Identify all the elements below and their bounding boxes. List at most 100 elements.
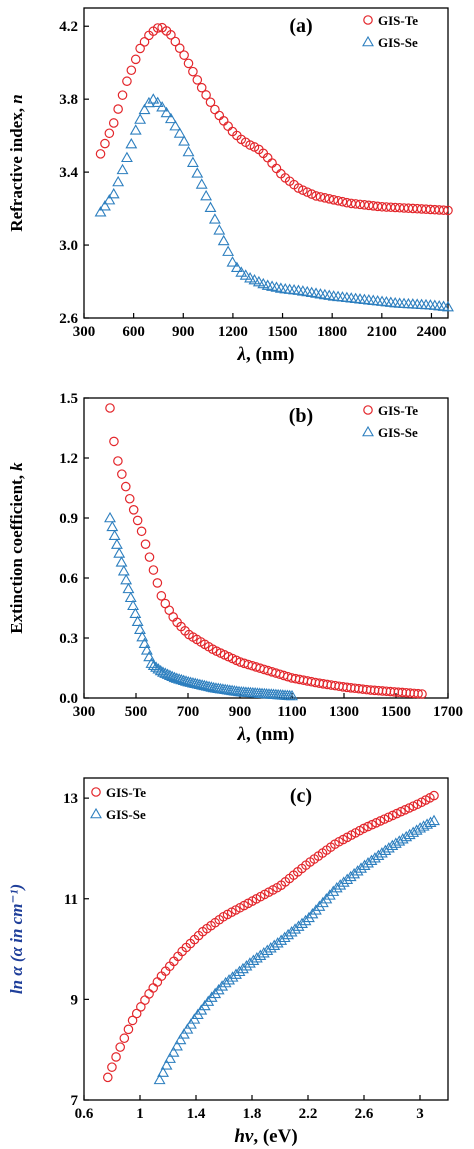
- data-point: [333, 195, 343, 206]
- series-gis-se: [104, 511, 298, 701]
- legend-marker: [362, 425, 374, 437]
- data-point: [127, 1015, 138, 1026]
- data-point: [379, 844, 392, 855]
- y-tick-label: 1.5: [59, 391, 78, 407]
- data-point: [210, 104, 220, 115]
- data-point: [239, 269, 252, 280]
- y-tick-label: 3.4: [59, 165, 78, 181]
- y-axis-text: Refractive index,: [7, 104, 26, 232]
- data-point: [117, 469, 127, 479]
- data-point: [166, 30, 176, 40]
- data-point: [424, 816, 437, 827]
- data-point: [157, 1066, 170, 1077]
- data-point: [151, 96, 164, 107]
- data-point: [119, 1033, 130, 1044]
- data-point: [443, 205, 453, 216]
- y-tick-label: 13: [63, 791, 78, 807]
- data-point: [160, 106, 173, 118]
- data-point: [293, 183, 304, 193]
- data-point: [136, 630, 149, 642]
- data-point: [375, 847, 388, 858]
- data-point: [179, 50, 189, 60]
- x-tick-label: 1500: [381, 704, 411, 720]
- data-point: [112, 175, 125, 187]
- data-point: [298, 185, 308, 195]
- data-point: [140, 644, 153, 655]
- data-point: [212, 983, 225, 995]
- data-point: [289, 923, 302, 934]
- data-point: [306, 189, 317, 199]
- x-tick-label: 1700: [433, 704, 463, 720]
- legend: GIS-Te GIS-Se: [362, 403, 418, 440]
- data-point: [94, 206, 107, 217]
- x-tick-label: 900: [229, 704, 252, 720]
- y-axis-label: ln α (α in cm⁻¹): [7, 884, 26, 994]
- data-point: [173, 127, 186, 138]
- data-point: [218, 116, 229, 126]
- data-point: [148, 983, 159, 993]
- legend-label: GIS-Te: [106, 785, 146, 800]
- x-tick-label: 3: [416, 1106, 424, 1122]
- data-point: [115, 556, 128, 567]
- data-point: [186, 156, 199, 167]
- data-point: [362, 857, 374, 868]
- data-point: [282, 928, 295, 940]
- data-point: [181, 1023, 194, 1034]
- data-point: [140, 995, 150, 1005]
- data-point: [132, 515, 143, 526]
- data-point: [226, 971, 239, 982]
- data-point: [264, 942, 277, 953]
- data-point: [205, 97, 216, 108]
- data-point: [372, 849, 385, 860]
- data-point: [254, 949, 267, 960]
- data-point: [124, 493, 135, 504]
- data-point: [129, 124, 142, 135]
- x-axis-symbol: λ: [237, 724, 246, 745]
- data-point: [135, 43, 145, 54]
- data-point: [115, 1042, 125, 1052]
- data-point: [344, 870, 357, 882]
- data-point: [311, 191, 321, 201]
- data-point: [267, 158, 277, 168]
- x-axis-unit: , (eV): [253, 1126, 297, 1147]
- data-point: [152, 578, 163, 588]
- data-point: [217, 234, 230, 246]
- data-point: [323, 889, 336, 900]
- data-point: [144, 989, 154, 999]
- data-point: [152, 977, 163, 987]
- data-point: [122, 76, 132, 87]
- data-point: [250, 952, 263, 963]
- data-point: [213, 224, 226, 235]
- data-point: [257, 947, 270, 958]
- data-point: [315, 192, 326, 202]
- x-tick-label: 0.6: [75, 1106, 94, 1122]
- legend-marker: [363, 15, 373, 25]
- x-tick-label: 300: [73, 704, 96, 720]
- series-gis-te: [95, 22, 453, 216]
- y-axis-text: Extinction coefficient,: [7, 471, 26, 634]
- data-point: [110, 538, 123, 549]
- data-point: [95, 149, 106, 159]
- data-point: [106, 520, 119, 532]
- legend-marker: [363, 405, 373, 415]
- data-point: [107, 1062, 117, 1072]
- data-point: [355, 862, 368, 873]
- data-point: [113, 547, 126, 558]
- data-point: [365, 854, 378, 865]
- data-point: [237, 962, 249, 974]
- data-point: [285, 926, 298, 937]
- data-point: [131, 1008, 142, 1019]
- data-point: [320, 193, 330, 203]
- data-point: [219, 976, 232, 988]
- data-point: [174, 1033, 187, 1045]
- data-point: [358, 859, 371, 870]
- data-point: [169, 120, 182, 131]
- plot-frame: [83, 7, 449, 319]
- data-point: [313, 900, 326, 911]
- data-point: [268, 939, 281, 950]
- data-point: [170, 36, 181, 47]
- panel-label: (c): [290, 785, 312, 807]
- data-point: [428, 814, 440, 826]
- data-point: [341, 873, 354, 884]
